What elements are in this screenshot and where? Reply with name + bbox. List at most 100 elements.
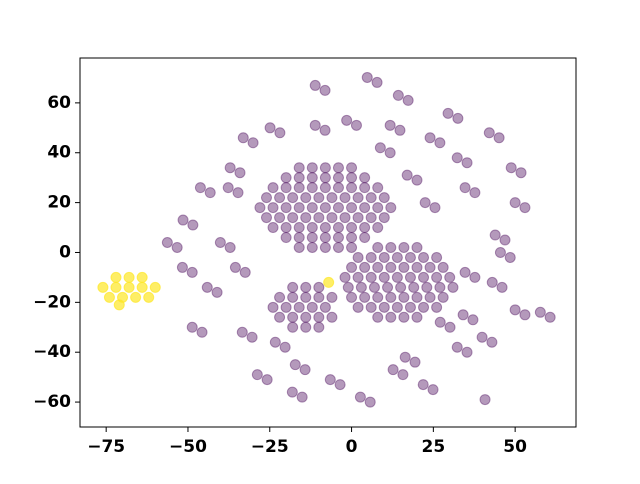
point <box>293 301 305 313</box>
point <box>334 379 346 391</box>
point <box>427 384 439 396</box>
point <box>267 222 279 234</box>
point <box>289 359 301 371</box>
point <box>306 172 318 184</box>
point <box>260 192 272 204</box>
point <box>437 291 449 303</box>
point <box>342 281 354 293</box>
point <box>372 261 384 273</box>
point <box>509 197 521 209</box>
point <box>359 202 371 214</box>
point <box>254 202 266 214</box>
point <box>418 251 430 263</box>
point <box>319 84 331 96</box>
y-tick-label: 40 <box>47 143 71 163</box>
point <box>300 291 312 303</box>
point <box>176 261 188 273</box>
point <box>300 212 312 224</box>
point <box>239 266 251 278</box>
point <box>251 369 263 381</box>
point <box>300 311 312 323</box>
point <box>505 162 517 174</box>
point <box>346 261 358 273</box>
point <box>332 172 344 184</box>
point <box>274 127 286 139</box>
point <box>385 291 397 303</box>
point <box>214 237 226 248</box>
point <box>399 351 411 363</box>
point <box>352 271 364 283</box>
point <box>469 187 481 199</box>
point <box>110 281 122 293</box>
point <box>372 182 384 194</box>
point <box>299 364 311 376</box>
point <box>504 251 516 263</box>
point <box>359 232 371 244</box>
point <box>417 379 429 391</box>
point <box>378 271 390 283</box>
point <box>234 167 246 179</box>
point <box>391 271 403 283</box>
point <box>264 122 276 134</box>
point <box>313 281 325 293</box>
point <box>444 321 456 333</box>
point <box>372 222 384 234</box>
plot-frame <box>79 57 577 428</box>
point <box>424 261 436 273</box>
point <box>247 137 259 149</box>
point <box>346 232 358 244</box>
point <box>461 346 473 358</box>
point <box>280 222 292 234</box>
point <box>451 152 463 164</box>
point <box>332 232 344 244</box>
point <box>332 162 344 174</box>
point <box>372 202 384 214</box>
point <box>444 271 456 283</box>
point <box>359 182 371 194</box>
point <box>306 202 318 214</box>
point <box>361 71 373 83</box>
point <box>293 182 305 194</box>
point <box>346 241 358 253</box>
point <box>293 172 305 184</box>
point <box>483 127 495 139</box>
point <box>457 309 469 321</box>
point <box>280 182 292 194</box>
point <box>306 182 318 194</box>
point <box>385 202 397 214</box>
point <box>442 107 454 119</box>
point <box>113 299 125 311</box>
point <box>486 336 498 348</box>
point <box>378 212 390 224</box>
point <box>293 162 305 174</box>
point <box>378 301 390 313</box>
point <box>123 281 135 293</box>
point <box>365 192 377 204</box>
point <box>280 172 292 184</box>
point <box>306 232 318 244</box>
point <box>398 261 410 273</box>
point <box>269 336 281 348</box>
point <box>287 192 299 204</box>
point <box>401 169 413 181</box>
point <box>267 202 279 214</box>
point <box>418 301 430 313</box>
point <box>411 174 423 186</box>
point <box>493 132 505 144</box>
point <box>319 301 331 313</box>
point <box>392 89 404 101</box>
point <box>326 192 338 204</box>
point <box>332 241 344 253</box>
point <box>411 291 423 303</box>
point <box>309 119 321 131</box>
point <box>350 119 362 131</box>
point <box>279 341 291 353</box>
point <box>346 162 358 174</box>
point <box>287 291 299 303</box>
point <box>385 241 397 253</box>
point <box>431 301 443 313</box>
point <box>404 301 416 313</box>
point <box>387 364 399 376</box>
point <box>359 291 371 303</box>
